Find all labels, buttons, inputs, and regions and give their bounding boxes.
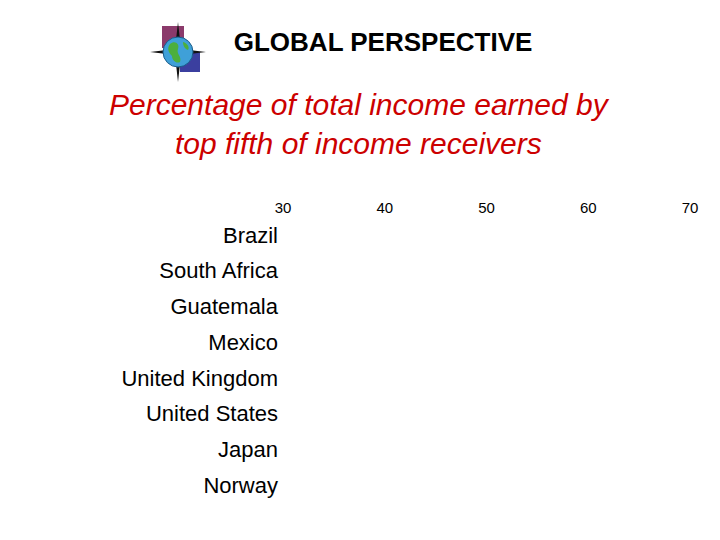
svg-text:40: 40 (376, 199, 393, 216)
svg-text:Mexico: Mexico (208, 330, 278, 355)
svg-text:50: 50 (478, 199, 495, 216)
svg-text:30: 30 (275, 199, 292, 216)
svg-text:United States: United States (146, 401, 278, 426)
svg-text:60: 60 (580, 199, 597, 216)
svg-text:GLOBAL PERSPECTIVE: GLOBAL PERSPECTIVE (234, 27, 533, 57)
svg-text:Percentage of total income ear: Percentage of total income earned bytop … (109, 88, 610, 160)
svg-text:Brazil: Brazil (223, 223, 278, 248)
svg-text:Norway: Norway (203, 473, 278, 498)
svg-text:South Africa: South Africa (159, 258, 278, 283)
svg-text:United Kingdom: United Kingdom (121, 366, 278, 391)
svg-text:70: 70 (682, 199, 699, 216)
svg-text:Guatemala: Guatemala (170, 294, 278, 319)
svg-text:Japan: Japan (218, 437, 278, 462)
